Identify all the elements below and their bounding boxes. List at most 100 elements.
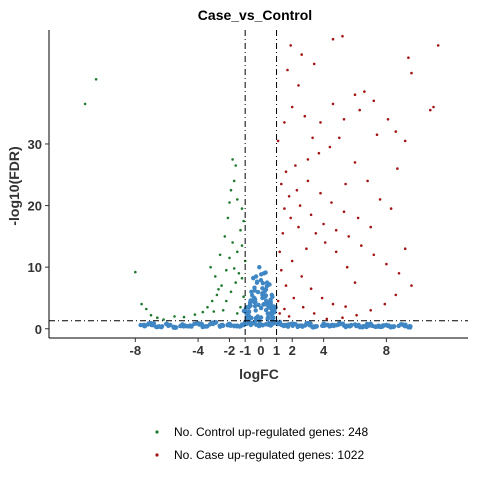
control-point <box>236 198 239 201</box>
case-point <box>342 210 346 213</box>
ns-point <box>258 315 264 320</box>
case-legend-key <box>155 453 159 457</box>
threshold-lines <box>49 30 468 338</box>
control-point <box>221 309 225 312</box>
case-point <box>338 136 341 140</box>
control-point <box>225 299 228 303</box>
case-point <box>312 62 316 66</box>
control-point <box>140 302 143 306</box>
control-point <box>193 313 197 316</box>
ns-point <box>280 322 285 328</box>
case-point <box>356 216 360 220</box>
case-point <box>283 121 286 124</box>
ns-point <box>322 322 327 327</box>
control-point <box>209 265 212 269</box>
case-point <box>290 259 294 263</box>
case-point <box>403 139 407 143</box>
control-point <box>234 281 237 284</box>
control-point <box>229 188 233 192</box>
ns-point <box>311 324 316 329</box>
ns-point <box>403 322 408 327</box>
chart-title: Case_vs_Control <box>198 7 312 23</box>
ns-point <box>254 280 260 285</box>
case-point <box>394 130 398 133</box>
case-point <box>306 158 310 161</box>
control-point <box>240 207 244 210</box>
ns-point <box>166 323 171 328</box>
case-point <box>287 315 291 318</box>
ns-point <box>381 323 387 328</box>
case-point <box>378 198 382 201</box>
case-point <box>396 167 399 170</box>
y-axis-title: -log10(FDR) <box>6 146 22 225</box>
x-axis-title: logFC <box>239 366 279 382</box>
ns-point <box>203 324 208 329</box>
ns-point <box>225 323 230 328</box>
case-point <box>305 247 308 250</box>
axes <box>48 30 468 339</box>
ns-point <box>255 289 261 295</box>
case-point <box>334 250 338 254</box>
case-point <box>297 225 300 229</box>
control-point <box>237 272 241 275</box>
series-control-up <box>83 78 247 321</box>
case-point <box>353 161 357 164</box>
ns-point <box>271 310 276 315</box>
ns-point <box>243 305 249 311</box>
ns-point <box>349 322 354 328</box>
ns-point <box>252 285 257 290</box>
case-point <box>403 247 407 250</box>
case-point <box>276 139 280 143</box>
control-point <box>242 295 245 299</box>
control-point <box>212 310 216 313</box>
control-point <box>149 313 153 317</box>
ns-point <box>159 325 164 330</box>
case-point <box>289 44 293 47</box>
ns-point <box>247 302 253 307</box>
control-point <box>162 318 165 321</box>
case-point <box>300 53 304 56</box>
ns-point <box>264 298 269 303</box>
ns-point <box>328 323 333 329</box>
ns-point <box>207 322 213 327</box>
y-axis-ticks: 0 10 20 30 <box>28 137 49 337</box>
x-tick-label: 2 <box>289 343 296 358</box>
case-point <box>311 136 314 140</box>
ns-point <box>249 289 254 294</box>
ns-point <box>258 278 264 283</box>
ns-point <box>145 322 151 327</box>
ns-point <box>408 324 413 329</box>
control-point <box>231 158 234 161</box>
ns-point <box>180 322 185 327</box>
case-point <box>407 56 410 59</box>
case-point <box>297 84 300 87</box>
legend: No. Control up-regulated genes: 248 No. C… <box>155 425 368 462</box>
case-point <box>325 317 329 321</box>
ns-point <box>388 325 394 330</box>
x-tick-label: -2 <box>224 343 236 358</box>
case-point <box>328 145 332 149</box>
case-point <box>283 307 286 311</box>
case-point <box>290 105 294 109</box>
case-point <box>322 222 325 226</box>
case-point <box>314 232 318 235</box>
case-point <box>360 244 363 247</box>
case-point <box>286 68 289 72</box>
control-point <box>217 288 220 291</box>
case-point <box>372 99 376 103</box>
ns-point <box>244 315 250 321</box>
ns-point <box>251 299 257 305</box>
case-point <box>366 179 369 183</box>
case-point <box>345 265 349 269</box>
case-point <box>369 225 373 229</box>
case-point <box>341 316 344 320</box>
case-point <box>347 235 351 238</box>
ns-point <box>264 284 269 289</box>
case-legend-label: No. Case up-regulated genes: 1022 <box>174 448 364 462</box>
control-point <box>145 307 148 311</box>
ns-point <box>263 270 268 275</box>
case-point <box>429 108 432 112</box>
ns-point <box>369 323 375 328</box>
ns-point <box>194 321 199 326</box>
control-point <box>236 250 239 254</box>
